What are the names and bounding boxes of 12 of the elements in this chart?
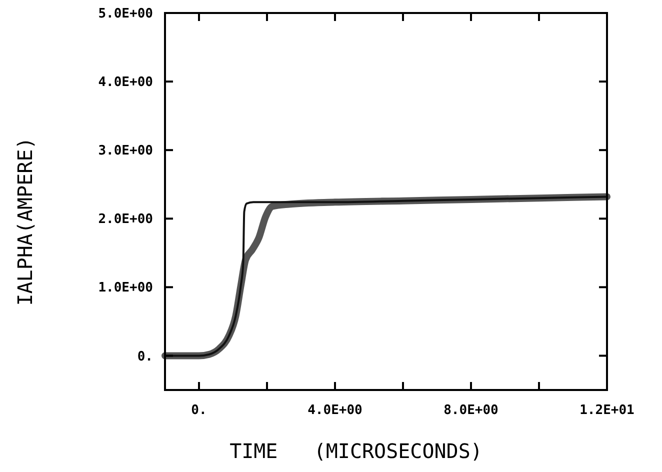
y-axis-title: IALPHA(AMPERE) bbox=[13, 137, 37, 306]
x-tick-label: 4.0E+00 bbox=[308, 403, 363, 418]
y-tick-label: 0. bbox=[137, 349, 153, 364]
y-tick-label: 3.0E+00 bbox=[98, 144, 154, 159]
x-tick-label: 1.2E+01 bbox=[580, 403, 635, 418]
y-tick-label: 1.0E+00 bbox=[98, 280, 154, 296]
y-tick-label: 2.0E+00 bbox=[98, 212, 154, 228]
y-tick-label: 5.0E+00 bbox=[98, 6, 154, 22]
x-tick-label: 8.0E+00 bbox=[444, 403, 499, 418]
x-axis-title: TIME (MICROSECONDS) bbox=[230, 439, 482, 463]
x-tick-label: 0. bbox=[191, 403, 207, 418]
y-tick-label: 4.0E+00 bbox=[98, 75, 154, 90]
